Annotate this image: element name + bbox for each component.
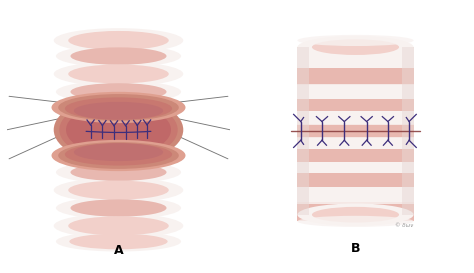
Ellipse shape — [71, 48, 166, 65]
Ellipse shape — [312, 39, 399, 55]
Polygon shape — [297, 162, 414, 174]
Polygon shape — [297, 187, 414, 202]
Ellipse shape — [71, 83, 166, 100]
Ellipse shape — [297, 36, 414, 58]
Ellipse shape — [58, 142, 179, 169]
Polygon shape — [297, 47, 414, 215]
Polygon shape — [297, 203, 414, 221]
Ellipse shape — [297, 216, 414, 227]
Ellipse shape — [297, 35, 414, 46]
Ellipse shape — [68, 216, 169, 235]
Ellipse shape — [68, 181, 169, 200]
Ellipse shape — [65, 143, 172, 165]
Ellipse shape — [74, 143, 163, 161]
Polygon shape — [297, 85, 414, 99]
Ellipse shape — [58, 94, 179, 121]
Polygon shape — [297, 99, 414, 111]
Ellipse shape — [56, 45, 181, 67]
Ellipse shape — [297, 203, 414, 226]
Ellipse shape — [312, 207, 399, 222]
Ellipse shape — [71, 199, 166, 217]
Ellipse shape — [56, 81, 181, 103]
Ellipse shape — [66, 104, 171, 156]
Polygon shape — [297, 138, 414, 149]
Polygon shape — [297, 173, 414, 187]
Polygon shape — [297, 48, 414, 68]
Polygon shape — [297, 111, 414, 124]
Ellipse shape — [52, 140, 185, 171]
Ellipse shape — [65, 97, 172, 120]
Text: © δων: © δων — [395, 223, 414, 228]
Ellipse shape — [56, 197, 181, 219]
Polygon shape — [297, 149, 414, 162]
Ellipse shape — [56, 232, 181, 251]
Ellipse shape — [71, 164, 166, 181]
Ellipse shape — [54, 96, 183, 163]
Polygon shape — [297, 125, 414, 136]
Ellipse shape — [69, 234, 168, 249]
Ellipse shape — [59, 100, 178, 160]
Ellipse shape — [54, 28, 183, 53]
Ellipse shape — [56, 161, 181, 183]
Text: A: A — [114, 244, 123, 257]
Polygon shape — [297, 68, 414, 84]
Ellipse shape — [54, 178, 183, 202]
Polygon shape — [297, 47, 414, 215]
Ellipse shape — [52, 92, 185, 123]
Ellipse shape — [54, 213, 183, 238]
Polygon shape — [297, 47, 309, 215]
Text: B: B — [351, 242, 360, 255]
Ellipse shape — [74, 102, 163, 120]
Polygon shape — [402, 47, 414, 215]
Ellipse shape — [68, 64, 169, 84]
Ellipse shape — [54, 62, 183, 86]
Ellipse shape — [68, 31, 169, 50]
